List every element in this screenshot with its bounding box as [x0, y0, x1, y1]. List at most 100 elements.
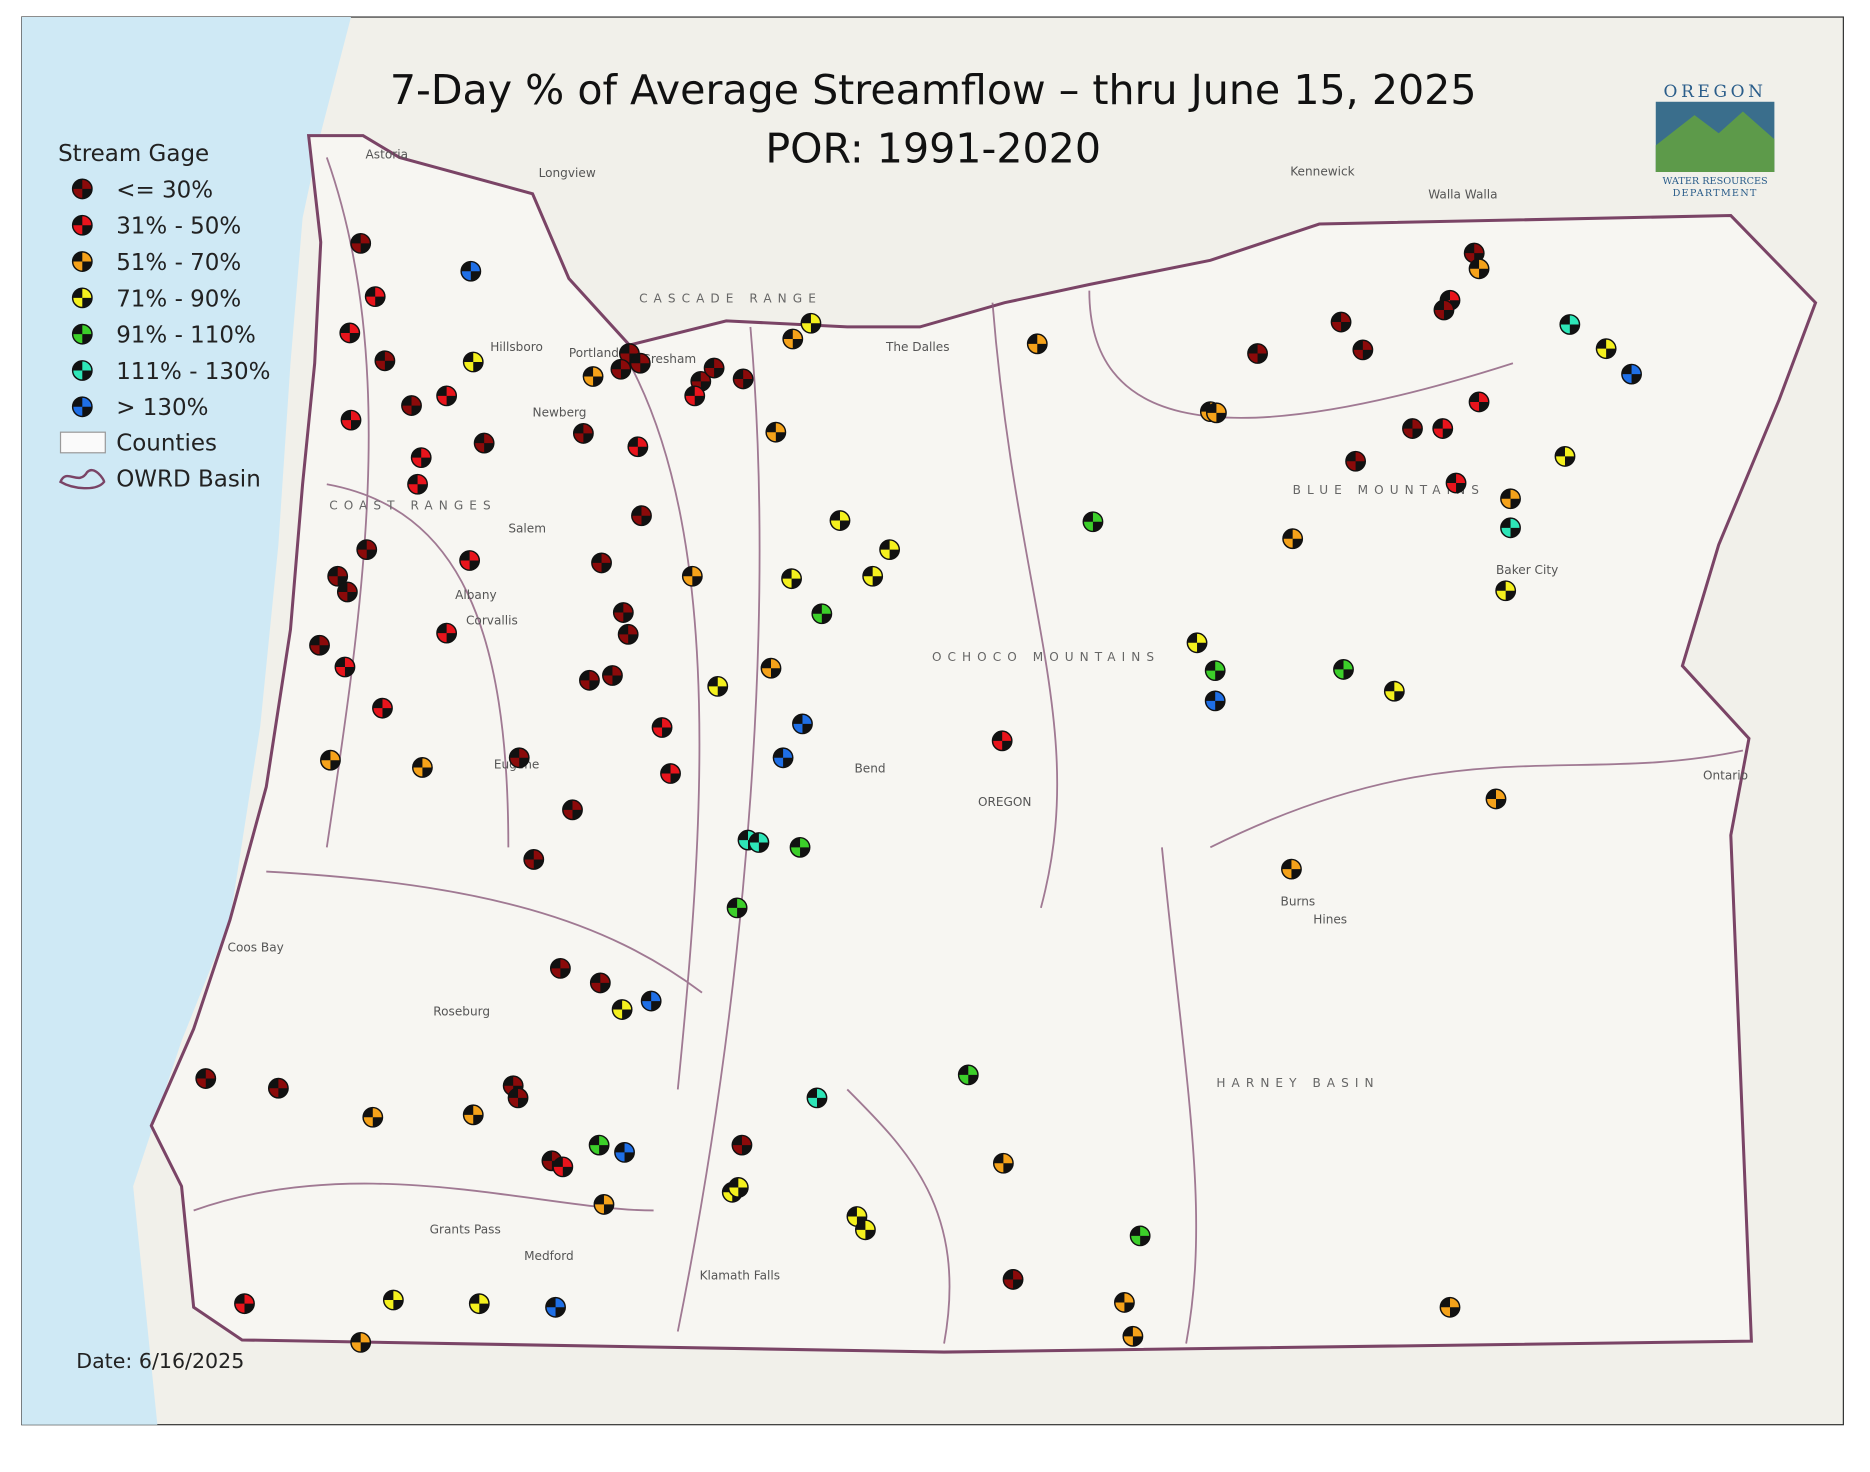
gauge-quarters [340, 323, 360, 343]
gauge [1439, 1296, 1461, 1318]
gauge [806, 1087, 828, 1109]
gauge-quarters [72, 397, 92, 417]
gauge-quarters [1469, 259, 1489, 279]
gauge-quarters [573, 423, 594, 444]
gauge-quarters [958, 1065, 978, 1085]
date: Date: 6/16/2025 [76, 1349, 244, 1373]
place-label: The Dalles [885, 340, 950, 354]
gauge [309, 634, 330, 656]
gauge [372, 697, 393, 719]
gauge-quarters [1500, 489, 1521, 509]
gauge-quarters [508, 1088, 528, 1108]
gauge-quarters [1345, 451, 1366, 471]
gauge [459, 550, 481, 571]
gauge-quarters [383, 1290, 404, 1310]
place-label: Ontario [1703, 769, 1748, 783]
gauge [781, 568, 802, 590]
gauge [854, 1219, 876, 1241]
gauge [1495, 580, 1517, 602]
gauge-quarters [879, 539, 900, 560]
gauge-quarters [766, 422, 786, 442]
gauge-quarters [1402, 418, 1423, 439]
gauge-quarters [807, 1088, 827, 1108]
place-label: Burns [1281, 894, 1316, 908]
place-label: Astoria [366, 148, 408, 162]
gauge-quarters [463, 352, 483, 372]
place-label: Walla Walla [1428, 188, 1497, 202]
gauge-quarters [1205, 691, 1225, 711]
legend: <= 30% 31% - 50% 51% - 70% 71% - 90% 91% - 1… [71, 177, 271, 421]
gauge [789, 836, 811, 858]
gauge [549, 957, 571, 979]
gauge [1330, 311, 1352, 333]
gauge [1621, 363, 1642, 385]
gauge [562, 799, 583, 821]
gauge-quarters [351, 233, 371, 254]
gauge [579, 669, 600, 691]
gauge [991, 730, 1013, 752]
gauge-quarters [407, 474, 428, 494]
gauge [552, 1156, 574, 1178]
gauge-quarters [732, 1135, 752, 1155]
gauge-quarters [351, 1332, 371, 1353]
place-label: Longview [539, 166, 596, 180]
place-label: CASCADE RANGE [639, 292, 822, 306]
gauge [71, 360, 93, 381]
gauge [436, 385, 458, 407]
gauge-quarters [1500, 518, 1521, 538]
place-label: COAST RANGES [329, 499, 496, 513]
logo-text: WATER RESOURCES [1662, 176, 1767, 187]
gauge [356, 539, 378, 561]
place-label: OREGON [978, 795, 1032, 809]
state-outline [149, 134, 1818, 1354]
gauge [731, 1134, 753, 1156]
ocean [21, 17, 352, 1425]
gauge-quarters [463, 1105, 483, 1125]
gauge [364, 286, 386, 308]
gauge [1345, 450, 1367, 472]
gauge-quarters [830, 510, 850, 531]
gauge [707, 675, 729, 697]
gauge-quarters [1123, 1326, 1143, 1347]
place-label: Roseburg [433, 1005, 490, 1019]
gauge [726, 897, 748, 919]
gauge [350, 1331, 372, 1353]
gauge-quarters [792, 714, 813, 734]
gauge [610, 358, 632, 380]
place-label: Gresham [641, 352, 696, 366]
gauge [1204, 660, 1226, 682]
gauge-quarters [320, 750, 341, 770]
gauge [727, 1177, 749, 1198]
place-label: Klamath Falls [700, 1268, 780, 1282]
gauge-quarters [365, 286, 385, 307]
basin-boundaries [193, 157, 1744, 1344]
gauge [957, 1064, 979, 1086]
basin-swatch [58, 469, 106, 490]
gauge-quarters [652, 717, 672, 738]
gauge-quarters [234, 1293, 255, 1314]
map-subtitle: POR: 1991-2020 [765, 124, 1101, 172]
gauge [436, 622, 458, 644]
gauge [1402, 418, 1423, 439]
gauge-quarters [1083, 512, 1103, 532]
gauge [523, 849, 545, 870]
gauge [1554, 445, 1576, 467]
legend-label: OWRD Basin [116, 467, 261, 493]
gauge-quarters [691, 371, 711, 392]
gauge [684, 385, 706, 407]
gauge [1114, 1292, 1135, 1313]
gauge-quarters [733, 369, 753, 389]
gauge [468, 1293, 490, 1315]
gauge-quarters [1440, 1297, 1460, 1317]
place-label: HARNEY BASIN [1216, 1076, 1379, 1090]
gauge-quarters [682, 566, 703, 586]
gauge-quarters [509, 748, 529, 768]
gauge [617, 623, 639, 645]
gauge [589, 972, 611, 994]
gauge [593, 1193, 615, 1215]
gauge [792, 713, 813, 735]
gauge-quarters [1469, 392, 1489, 412]
legend-label: <= 30% [116, 177, 213, 203]
gauge-quarters [727, 898, 747, 918]
